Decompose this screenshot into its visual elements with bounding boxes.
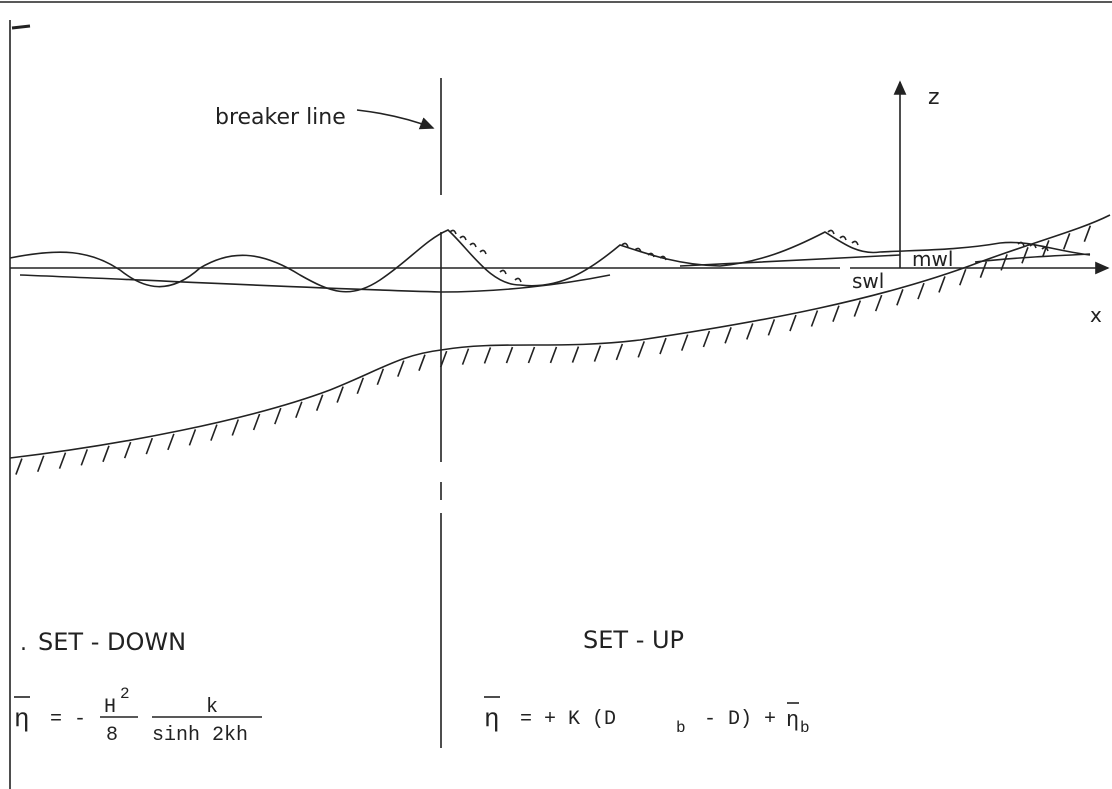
hatch <box>505 346 514 364</box>
hatch <box>680 334 689 351</box>
set-down-formula: η = - H 2 8 k sinh 2kh <box>14 685 262 747</box>
hatch <box>36 455 45 473</box>
hatch <box>659 337 667 355</box>
hatch <box>896 289 904 306</box>
hatch <box>874 294 883 312</box>
label-x: x <box>1090 303 1102 327</box>
hatch <box>958 268 967 286</box>
hatch <box>58 452 67 469</box>
hatch <box>274 407 282 425</box>
hatch <box>917 282 925 300</box>
hatch <box>376 368 385 386</box>
hatch <box>336 386 344 403</box>
hatch <box>80 449 89 466</box>
hatch <box>439 350 448 368</box>
hatch <box>1000 254 1008 271</box>
label-swl: swl <box>852 269 884 293</box>
hatch <box>702 330 711 348</box>
hatch <box>615 343 624 361</box>
denominator: 8 <box>106 724 118 747</box>
hatch <box>210 424 218 441</box>
label-breaker-line: breaker line <box>215 105 346 130</box>
eta: η <box>14 704 30 734</box>
hatch <box>145 437 154 455</box>
equals: = - <box>50 708 86 731</box>
hatch <box>789 314 797 332</box>
eta: η <box>484 704 500 734</box>
hatch <box>461 348 470 365</box>
hatch <box>1062 233 1071 250</box>
set-up-title: SET - UP <box>583 626 684 654</box>
label-mwl: mwl <box>912 247 953 271</box>
hatch <box>767 319 776 336</box>
sea-bottom <box>9 214 1111 459</box>
hatch <box>724 327 732 344</box>
fraction-denominator: sinh 2kh <box>152 724 248 747</box>
hatch <box>979 261 988 278</box>
bottom-hatching <box>15 225 1092 475</box>
hatch <box>252 413 261 431</box>
hatch <box>397 360 405 377</box>
hatch <box>15 458 23 475</box>
hatch <box>832 305 840 322</box>
hatch <box>853 300 862 317</box>
hatch <box>356 377 365 395</box>
fraction-numerator: k <box>206 696 218 719</box>
mean-water-line-2 <box>679 253 1091 267</box>
hatch <box>315 394 324 411</box>
hatch <box>810 310 819 327</box>
expression-2: - D) + <box>704 708 776 731</box>
hatch <box>167 433 175 451</box>
axes <box>10 80 1110 275</box>
hatch <box>593 345 602 362</box>
hatch <box>938 276 946 293</box>
dot: . <box>20 631 27 656</box>
hatch <box>637 341 645 358</box>
whitecaps <box>449 229 1049 283</box>
hatch <box>123 441 132 459</box>
superscript: 2 <box>120 685 130 703</box>
hatch <box>549 346 558 364</box>
subscript: b <box>676 719 686 737</box>
hatch <box>231 419 240 436</box>
hatch <box>102 445 110 463</box>
expression: = + K (D <box>520 708 616 731</box>
numerator: H <box>104 696 116 719</box>
subscript-2: b <box>800 719 810 737</box>
mean-water-line <box>19 274 611 293</box>
set-down-title: SET - DOWN <box>38 628 186 656</box>
wave-profile <box>9 229 1091 293</box>
hatch <box>295 401 303 419</box>
hatch <box>188 429 197 446</box>
hatch <box>418 354 426 371</box>
hatch <box>483 347 492 364</box>
hatch <box>1083 225 1092 242</box>
breaker-arrow <box>356 109 435 130</box>
hatch <box>1021 247 1029 264</box>
hatch <box>571 346 580 363</box>
hatch <box>746 323 754 340</box>
label-z: z <box>928 85 940 110</box>
eta-2: η <box>786 708 799 733</box>
set-up-formula: η = + K (D b - D) + η b <box>484 696 810 737</box>
hatch <box>527 346 536 364</box>
